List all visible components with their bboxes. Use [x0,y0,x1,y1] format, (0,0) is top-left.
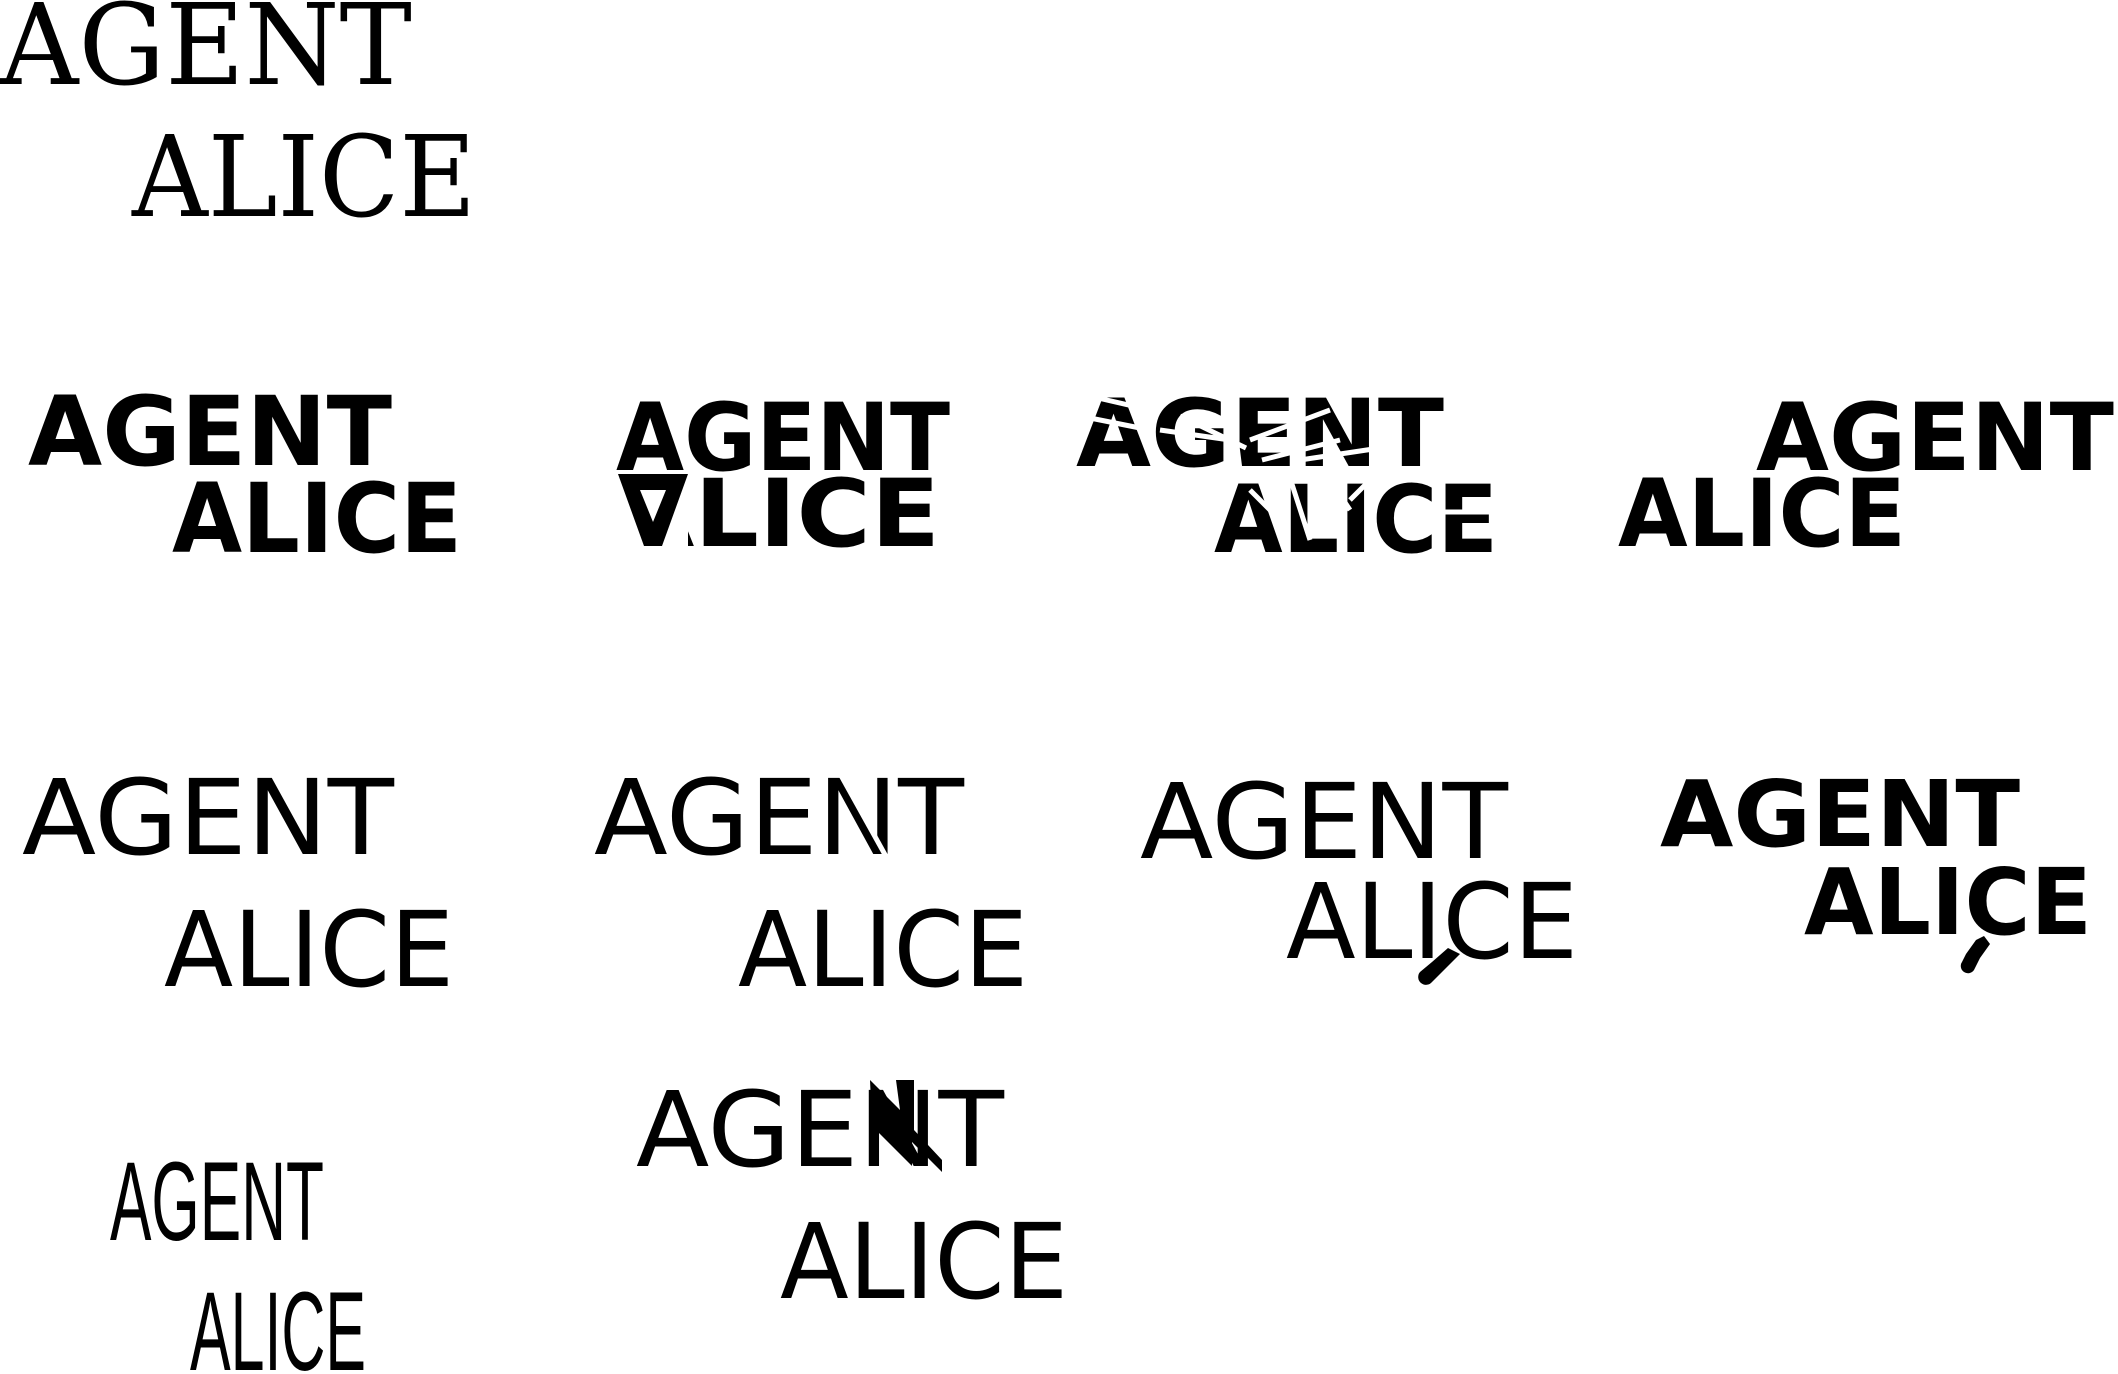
logo-variant-shattered: AGENT ALICE [1076,380,1498,575]
logo-word-top: AGENT [1140,761,1508,883]
logo-word-bottom: ALICE [172,463,462,575]
logo-word-bottom: ALICE [738,889,1028,1011]
logo-word-top: AGENT [1756,384,2114,493]
logo-word-bottom: ALICE [190,1269,366,1374]
logo-word-top: AGENT [636,1069,1004,1191]
logo-variant-condensed: AGENT ALICE [110,1139,366,1374]
logo-word-bottom: ALICE [1618,460,1906,569]
shatter-cracks [1089,389,1498,541]
n-split-line [835,768,891,862]
logo-word-bottom: ALICE [1214,466,1498,575]
logo-variant-lightning-n: AGENT ALICE [636,1069,1068,1323]
logo-word-top: AGENT [22,757,394,879]
logo-word-top: AGENT [110,1139,324,1264]
lightning-bolt-icon [870,1080,942,1172]
logo-word-top: AGENT [1660,761,2020,868]
logo-variant-magnifier-large: AGENT ALICE [1140,761,1578,985]
logo-variant-serif: AGENT ALICE [0,0,476,243]
magnifying-glass-icon [1960,936,1990,974]
logo-variant-split-n: AGENT ALICE [594,757,1028,1011]
logo-variant-magnifier-bold: AGENT ALICE [1660,761,2092,974]
logo-variant-bold-stagger: AGENT ALICE [1618,384,2114,569]
inverted-a-glyph [618,474,688,546]
logo-variant-geometric: AGENT ALICE [22,757,454,1011]
logo-word-bottom: ALICE [1804,849,2092,956]
logo-word-bottom: ALICE [131,113,476,243]
logo-variant-mirrored-a: AGENT ALICE [612,384,950,569]
logo-word-bottom: ALICE [164,889,454,1011]
logo-word-top: AGENT [28,376,392,488]
magnifying-glass-icon [1418,948,1460,985]
logo-word-bottom: ALICE [780,1201,1068,1323]
logo-variant-bold: AGENT ALICE [28,376,462,575]
logo-word-top: AGENT [594,757,964,879]
logo-word-top: AGENT [0,0,412,111]
